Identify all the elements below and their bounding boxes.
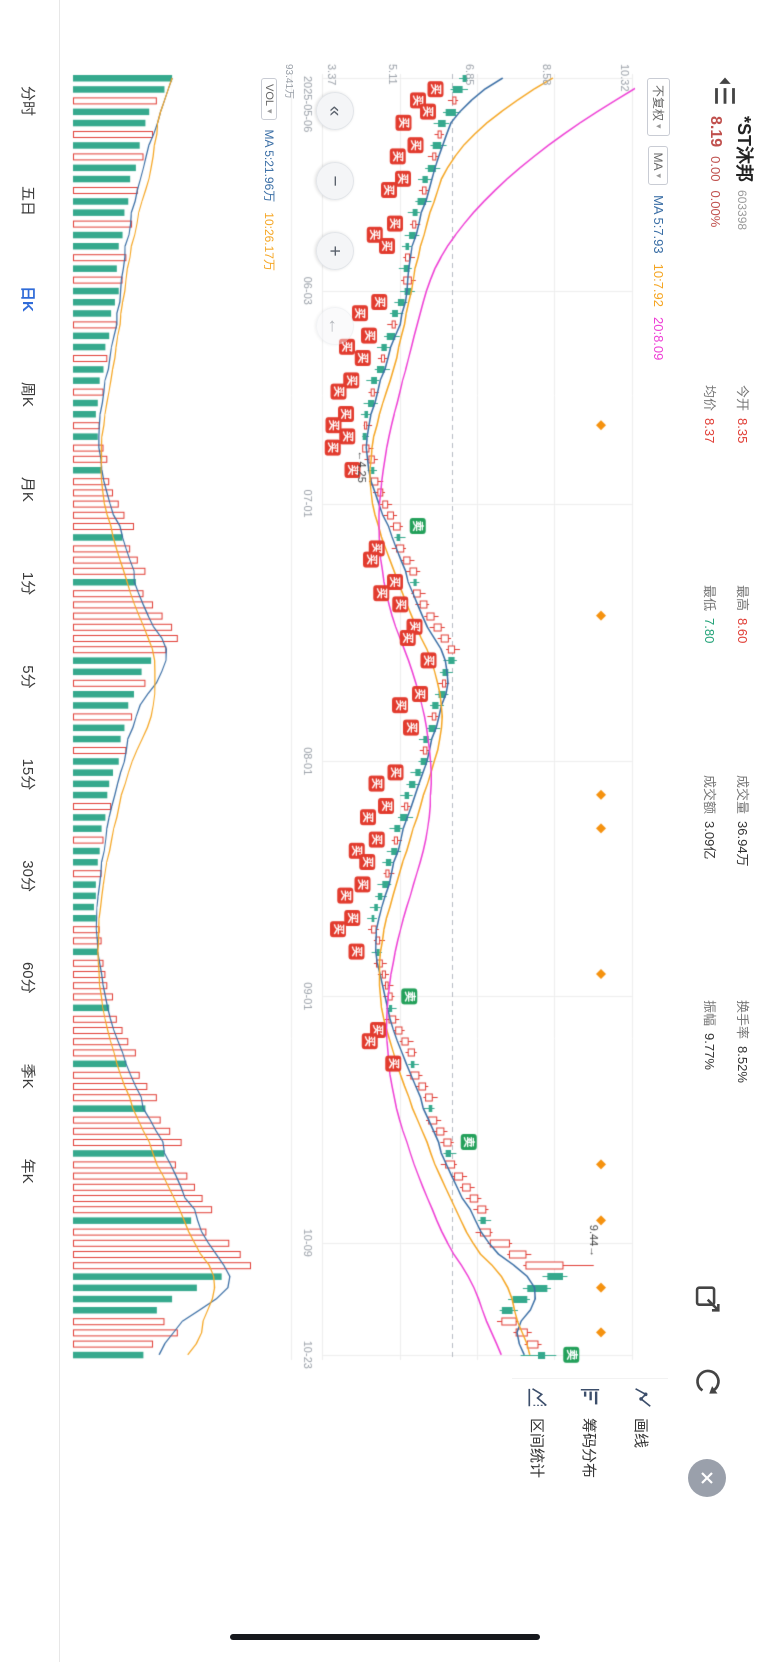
tab-30min[interactable]: 30分 xyxy=(19,860,37,892)
stat-avg: 均价 8.37 xyxy=(693,385,726,443)
ma5-value: MA 5:7.93 xyxy=(651,195,666,254)
range-statistics-icon xyxy=(527,1387,549,1409)
tab-15min[interactable]: 15分 xyxy=(19,758,37,791)
chip-distribution-icon xyxy=(579,1387,601,1409)
zoom-in-button[interactable]: + xyxy=(316,232,354,270)
draw-line-icon xyxy=(631,1387,653,1409)
stat-group-high-low: 最高 8.60 最低 7.80 xyxy=(693,585,759,643)
price-change: 0.00 xyxy=(708,156,723,182)
close-button[interactable] xyxy=(688,1459,726,1497)
range-statistics-tool[interactable]: 区间统计 xyxy=(512,1387,564,1587)
tab-5min[interactable]: 5分 xyxy=(19,665,37,689)
ma10-value: 10:7.92 xyxy=(651,263,666,307)
vol-ma10-value: 10:26.17万 xyxy=(262,212,276,271)
stock-title: *ST沐邦 603398 xyxy=(732,116,758,230)
stat-group-rate: 换手率 8.52% 振幅 9.77% xyxy=(693,1000,759,1083)
chip-distribution-tool[interactable]: 筹码分布 xyxy=(564,1387,616,1587)
stat-value: 36.94万 xyxy=(735,821,750,867)
period-tabs: 分时 五日 日K 周K 月K 1分 5分 15分 30分 60分 季K 年K xyxy=(0,86,59,1184)
caret-down-icon: ▾ xyxy=(654,173,664,179)
adjust-mode-chip[interactable]: 不复权 ▾ xyxy=(647,78,670,136)
back-icon[interactable] xyxy=(708,74,742,108)
stat-value: 8.60 xyxy=(735,618,750,644)
price-line: 8.19 0.00 0.00% xyxy=(706,116,724,227)
fullscreen-icon[interactable] xyxy=(690,1282,724,1316)
home-indicator xyxy=(230,1634,540,1640)
tab-weekly-k[interactable]: 周K xyxy=(19,381,37,407)
volume-axis-max: 93.41万 xyxy=(283,64,294,100)
stock-name: *ST沐邦 xyxy=(734,116,754,183)
tab-quarter-k[interactable]: 季K xyxy=(19,1063,37,1089)
kline-volume-canvas[interactable] xyxy=(63,60,673,1375)
tab-year-k[interactable]: 年K xyxy=(19,1158,37,1184)
chart-header: 不复权 ▾ MA ▾ MA 5:7.93 10:7.92 20:8.09 xyxy=(647,78,670,360)
stat-low: 最低 7.80 xyxy=(693,585,726,643)
refresh-icon[interactable] xyxy=(690,1364,724,1398)
stat-volume: 成交量 36.94万 xyxy=(726,775,759,867)
ma-selector-chip[interactable]: MA ▾ xyxy=(648,145,669,186)
tool-panel: 画线 筹码分布 区间统计 xyxy=(512,1378,668,1587)
tab-monthly-k[interactable]: 月K xyxy=(19,476,37,502)
top-bar: *ST沐邦 603398 8.19 0.00 0.00% 今开 8.35 均价 8.… xyxy=(676,0,768,1662)
period-tab-bar: 分时 五日 日K 周K 月K 1分 5分 15分 30分 60分 季K 年K -… xyxy=(0,0,60,1662)
stat-value: 9.77% xyxy=(702,1033,717,1070)
price-change-pct: 0.00% xyxy=(708,190,723,228)
stat-turnover-rate: 换手率 8.52% xyxy=(726,1000,759,1083)
stat-value: 3.09亿 xyxy=(702,821,717,860)
tab-daily-k[interactable]: 日K xyxy=(19,286,37,312)
stat-value: 8.35 xyxy=(735,418,750,444)
tab-1min[interactable]: 1分 xyxy=(19,571,37,596)
pan-left-button[interactable]: ← xyxy=(316,307,354,345)
zoom-out-button[interactable]: − xyxy=(316,162,354,200)
vol-indicator-chip[interactable]: VOL ▾ xyxy=(261,78,278,120)
stat-high: 最高 8.60 xyxy=(726,585,759,643)
stat-open: 今开 8.35 xyxy=(726,385,759,443)
vol-ma5-value: MA 5:21.96万 xyxy=(262,129,276,203)
stat-group-volume: 成交量 36.94万 成交额 3.09亿 xyxy=(693,775,759,867)
tab-60min[interactable]: 60分 xyxy=(19,961,37,994)
tab-fenshi[interactable]: 分时 xyxy=(19,86,37,117)
stat-value: 8.37 xyxy=(702,418,717,444)
stat-value: 7.80 xyxy=(702,618,717,644)
current-price: 8.19 xyxy=(707,116,724,148)
stat-amplitude: 振幅 9.77% xyxy=(693,1000,726,1083)
ma20-value: 20:8.09 xyxy=(651,317,666,361)
tab-five-day[interactable]: 五日 xyxy=(19,186,37,217)
volume-header: VOL ▾ MA 5:21.96万 10:26.17万 xyxy=(261,78,278,271)
stat-value: 8.52% xyxy=(735,1046,750,1083)
caret-down-icon: ▾ xyxy=(654,124,664,129)
stock-code: 603398 xyxy=(735,190,749,231)
stat-turnover: 成交额 3.09亿 xyxy=(693,775,726,867)
stat-group-open-avg: 今开 8.35 均价 8.37 xyxy=(693,385,759,443)
pan-left-fast-button[interactable]: « xyxy=(316,92,354,130)
caret-down-icon: ▾ xyxy=(265,109,275,114)
draw-line-tool[interactable]: 画线 xyxy=(616,1387,668,1587)
